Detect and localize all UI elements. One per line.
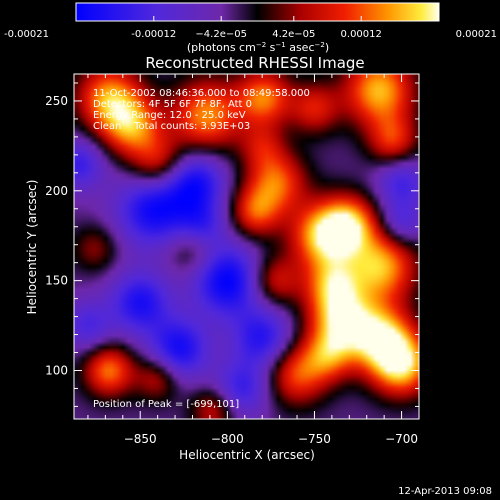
y-axis-label: Heliocentric Y (arcsec): [25, 180, 39, 315]
colorbar-ticks: [75, 16, 440, 21]
annotation-peak-position: Position of Peak = [-699,101]: [93, 399, 239, 410]
y-axis-ticks: [74, 82, 419, 407]
colorbar-tick-label: 0.00012: [341, 29, 382, 40]
chart-title: Reconstructed RHESSI Image: [145, 54, 364, 72]
x-tick-label: −700: [385, 432, 418, 446]
colorbar-tick-label: 0.00021: [456, 29, 497, 40]
annotation-time-range: 11-Oct-2002 08:46:36.000 to 08:49:58.000: [93, 88, 310, 99]
heatmap-image: [74, 74, 419, 419]
colorbar-tick-label: -0.00012: [131, 29, 176, 40]
x-axis-ticks: [87, 74, 420, 419]
x-axis-tick-labels: −850 −800 −750 −700: [124, 432, 418, 446]
colorbar-tick-label: 4.2e−05: [272, 29, 315, 40]
colorbar-gradient: [75, 2, 440, 22]
annotation-detectors: Detectors: 4F 5F 6F 7F 8F, Att 0: [93, 99, 252, 110]
y-tick-label: 250: [45, 94, 68, 108]
y-tick-label: 150: [45, 274, 68, 288]
x-tick-label: −750: [298, 432, 331, 446]
annotation-energy-range: Energy Range: 12.0 - 25.0 keV: [93, 110, 246, 121]
colorbar-tick-label: −4.2e−05: [195, 29, 247, 40]
x-tick-label: −800: [211, 432, 244, 446]
y-tick-label: 100: [45, 363, 68, 377]
x-axis-label: Heliocentric X (arcsec): [179, 448, 315, 462]
colorbar-tick-label: -0.00021: [4, 29, 49, 40]
footer-timestamp: 12-Apr-2013 09:08: [398, 486, 492, 497]
plot-frame: [73, 73, 420, 420]
colorbar-tick-labels: -0.00021 -0.00012 −4.2e−05 4.2e−05 0.00012 0.…: [4, 29, 497, 40]
y-tick-label: 200: [45, 184, 68, 198]
colorbar: [75, 2, 440, 22]
x-tick-label: −850: [124, 432, 157, 446]
annotation-clean-counts: Clean Total counts: 3.93E+03: [93, 121, 250, 132]
y-axis-tick-labels: 100 150 200 250: [45, 94, 68, 378]
colorbar-unit: (photons cm−2 s−1 asec−2): [187, 41, 329, 54]
